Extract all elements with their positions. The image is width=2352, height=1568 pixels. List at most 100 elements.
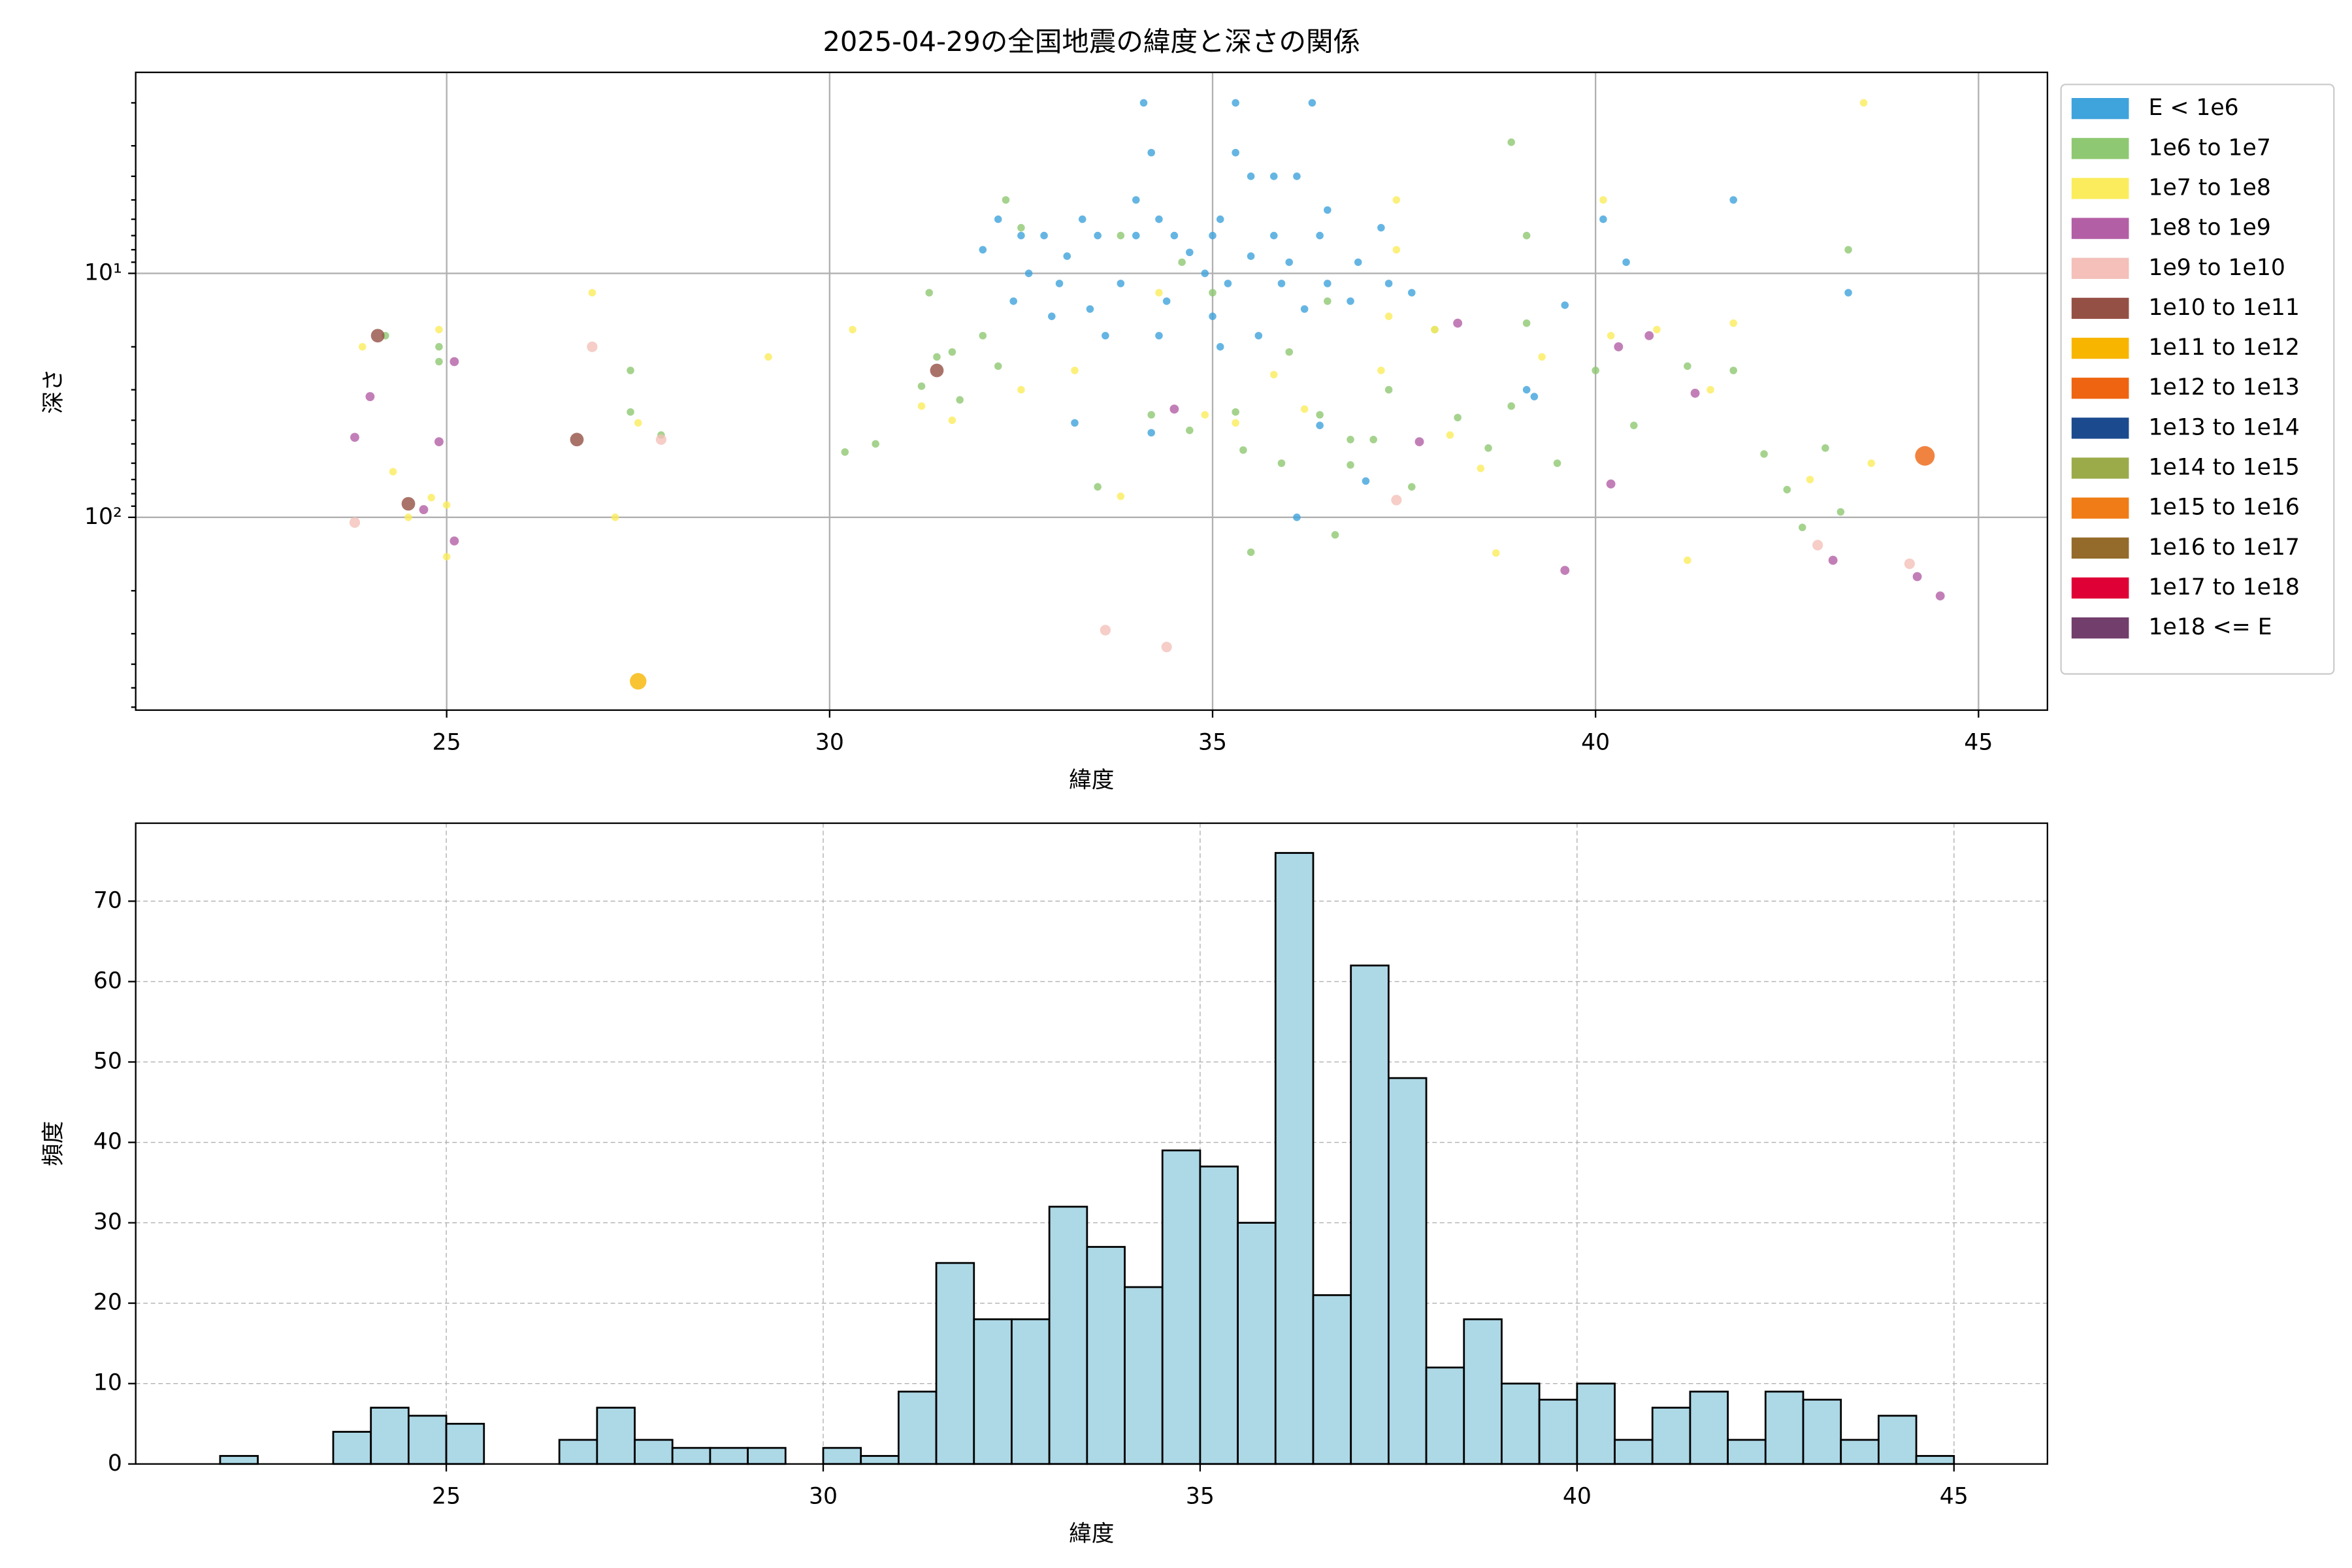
data-point xyxy=(1904,558,1915,569)
data-point xyxy=(1553,459,1561,467)
data-point xyxy=(1216,215,1224,223)
y-tick-label: 30 xyxy=(93,1209,122,1235)
data-point xyxy=(1048,312,1056,320)
data-point xyxy=(1316,231,1324,240)
histogram-bar xyxy=(1237,1222,1277,1465)
data-point xyxy=(350,433,359,442)
data-point xyxy=(925,289,934,297)
data-point xyxy=(1209,231,1217,240)
x-tick-label: 25 xyxy=(433,730,461,756)
histogram-bar xyxy=(1840,1439,1880,1465)
legend-swatch xyxy=(2071,178,2129,199)
data-point xyxy=(435,325,443,334)
data-point xyxy=(1232,148,1239,157)
data-point xyxy=(917,382,926,390)
data-point xyxy=(1837,508,1845,516)
data-point xyxy=(1247,172,1255,180)
data-point xyxy=(1844,289,1852,297)
x-tick-label: 30 xyxy=(815,730,844,756)
data-point xyxy=(1538,353,1546,361)
data-point xyxy=(389,468,397,476)
legend-swatch xyxy=(2071,337,2129,359)
y-tick-label: 0 xyxy=(108,1450,122,1477)
legend-swatch xyxy=(2071,378,2129,399)
data-point xyxy=(979,246,987,254)
legend-label: 1e13 to 1e14 xyxy=(2148,414,2299,440)
histogram-bar xyxy=(1538,1398,1578,1465)
data-point xyxy=(1209,289,1217,297)
data-point xyxy=(1812,540,1823,551)
data-point xyxy=(1071,419,1079,427)
legend-swatch xyxy=(2071,457,2129,479)
data-point xyxy=(1454,414,1462,421)
y-axis-label: 頻度 xyxy=(41,1121,67,1166)
legend-label: 1e12 to 1e13 xyxy=(2148,374,2299,400)
histogram-bar xyxy=(596,1407,636,1465)
data-point xyxy=(1324,206,1331,214)
data-point xyxy=(1024,269,1033,278)
histogram-bar xyxy=(1274,852,1315,1465)
chart-title: 2025-04-29の全国地震の緯度と深さの関係 xyxy=(823,25,1361,57)
data-point xyxy=(1347,297,1354,305)
data-point xyxy=(365,392,375,401)
data-point xyxy=(917,402,926,410)
data-point xyxy=(1102,331,1109,340)
x-tick-label: 40 xyxy=(1563,1484,1592,1510)
data-point xyxy=(1492,549,1500,557)
data-point xyxy=(358,343,367,351)
data-point xyxy=(1684,556,1691,564)
data-point xyxy=(1828,555,1838,565)
data-point xyxy=(1132,231,1140,240)
data-point xyxy=(630,673,647,690)
data-point xyxy=(979,331,987,340)
data-point xyxy=(435,357,443,366)
data-point xyxy=(1224,280,1232,287)
data-point xyxy=(634,419,642,427)
data-point xyxy=(1560,566,1570,575)
data-point xyxy=(1783,485,1791,494)
x-axis-label: 緯度 xyxy=(1069,767,1114,793)
histogram-bar xyxy=(1312,1294,1352,1465)
histogram-bar xyxy=(1048,1205,1088,1465)
data-point xyxy=(370,329,385,343)
data-point xyxy=(930,363,944,378)
data-point xyxy=(1844,246,1852,254)
data-point xyxy=(1147,148,1155,157)
data-point xyxy=(1094,231,1102,240)
legend-label: 1e8 to 1e9 xyxy=(2148,215,2270,241)
x-tick-label: 45 xyxy=(1940,1484,1968,1510)
data-point xyxy=(611,514,619,521)
data-point xyxy=(1690,388,1700,398)
data-point xyxy=(1239,446,1247,454)
histogram-bar xyxy=(1086,1246,1126,1465)
y-tick-label: 20 xyxy=(93,1290,122,1316)
data-point xyxy=(1216,343,1224,351)
histogram-bar xyxy=(1501,1382,1541,1465)
data-point xyxy=(1209,312,1217,320)
x-tick-label: 25 xyxy=(432,1484,461,1510)
data-point xyxy=(1614,342,1624,351)
data-point xyxy=(994,215,1002,223)
histogram-bar xyxy=(1802,1398,1842,1465)
legend-swatch xyxy=(2071,257,2129,279)
data-point xyxy=(1522,385,1531,394)
y-tick-label: 10² xyxy=(84,504,122,530)
data-point xyxy=(1592,367,1599,374)
histogram-bar xyxy=(1011,1318,1051,1465)
data-point xyxy=(1644,331,1654,340)
data-point xyxy=(841,448,849,456)
data-point xyxy=(1186,248,1194,257)
data-point xyxy=(1622,258,1630,267)
data-point xyxy=(1561,301,1569,309)
histogram-bar xyxy=(822,1446,862,1465)
legend-swatch xyxy=(2071,417,2129,439)
plot-border xyxy=(135,822,2048,1465)
data-point xyxy=(1653,325,1661,334)
data-point xyxy=(1599,215,1607,223)
legend-box xyxy=(2060,84,2335,675)
histogram-bar xyxy=(1463,1318,1503,1465)
data-point xyxy=(1507,138,1515,146)
data-point xyxy=(1117,231,1125,240)
data-point xyxy=(1247,252,1255,260)
data-point xyxy=(1270,231,1278,240)
